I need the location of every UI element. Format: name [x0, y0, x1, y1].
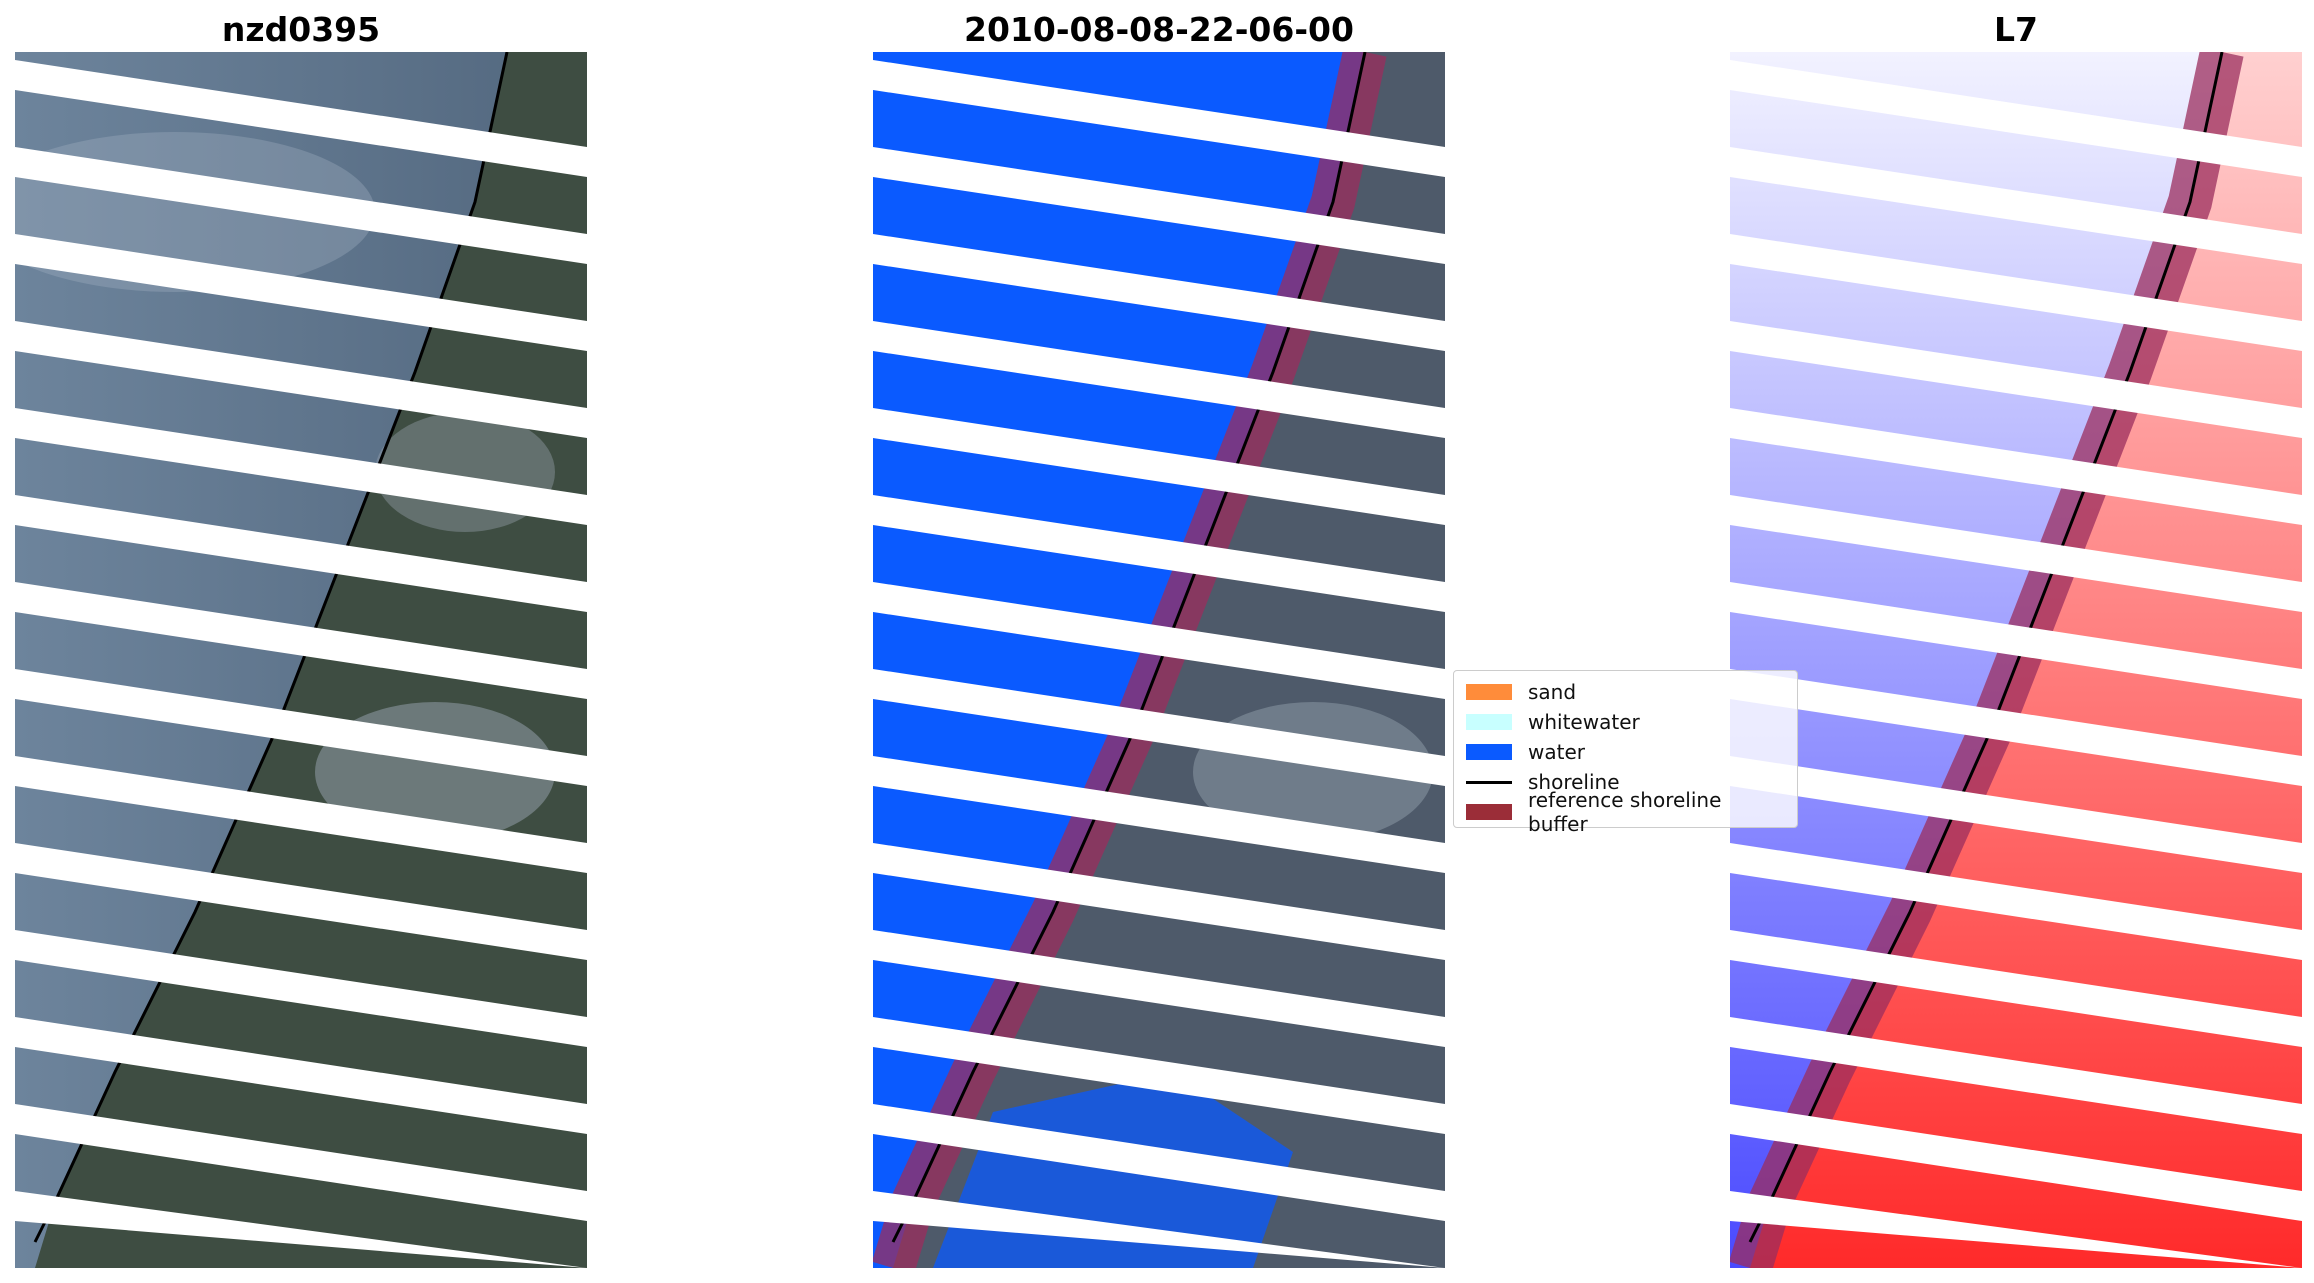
- legend-item-shoreline: shoreline: [1466, 767, 1785, 797]
- legend-item-reference-shoreline: reference shoreline buffer: [1466, 788, 1785, 836]
- stripe-gaps: [873, 60, 1445, 1268]
- legend-label: shoreline: [1528, 770, 1620, 794]
- panel-title-index: L7: [1994, 10, 2038, 49]
- stripe-gaps: [15, 60, 587, 1268]
- legend-item-water: water: [1466, 737, 1785, 767]
- legend: sand whitewater water shoreline referenc…: [1453, 670, 1798, 836]
- rgb-image-panel: [15, 52, 587, 1268]
- legend-label: reference shoreline buffer: [1528, 788, 1722, 836]
- sand-swatch: [1466, 684, 1512, 700]
- whitewater-swatch: [1466, 714, 1512, 730]
- stripe-gaps: [1730, 60, 2302, 1268]
- legend-item-sand: sand: [1466, 677, 1785, 707]
- legend-label: sand: [1528, 680, 1577, 704]
- legend-label: whitewater: [1528, 710, 1640, 734]
- shoreline-line-swatch: [1466, 780, 1512, 784]
- panel-title-classified: 2010-08-08-22-06-00: [964, 10, 1354, 49]
- panel-title-rgb: nzd0395: [221, 10, 381, 49]
- reference-shoreline-swatch: [1466, 804, 1512, 820]
- classified-image-panel: [873, 52, 1445, 1268]
- index-image-panel: [1730, 52, 2302, 1268]
- water-swatch: [1466, 744, 1512, 760]
- legend-item-whitewater: whitewater: [1466, 707, 1785, 737]
- legend-label: water: [1528, 740, 1585, 764]
